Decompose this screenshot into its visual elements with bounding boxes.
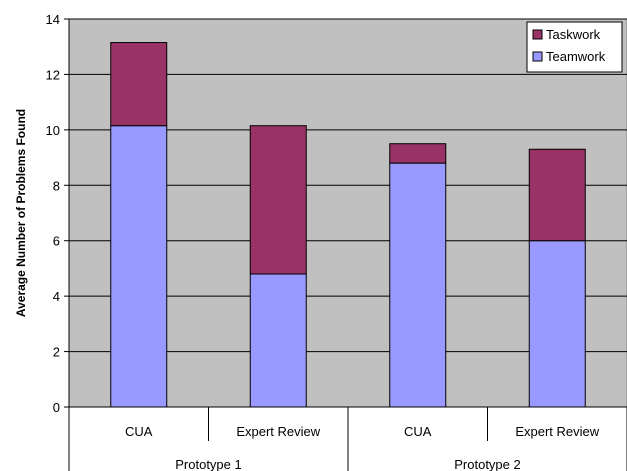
x-group-label: Prototype 1 [175, 457, 242, 471]
bar-teamwork-1 [249, 273, 307, 408]
y-tick-label: 8 [53, 178, 60, 193]
legend-label-taskwork: Taskwork [546, 27, 601, 42]
legend-box [526, 21, 623, 73]
axes [64, 18, 627, 471]
y-tick-label: 12 [46, 67, 60, 82]
bar-taskwork-1 [249, 125, 307, 275]
y-tick-label: 2 [53, 345, 60, 360]
legend-swatch-taskwork [532, 29, 543, 40]
y-tick-label: 6 [53, 234, 60, 249]
x-category-label: CUA [404, 424, 432, 439]
x-category-label: Expert Review [236, 424, 320, 439]
y-axis-title: Average Number of Problems Found [14, 109, 28, 317]
y-tick-label: 10 [46, 123, 60, 138]
x-category-label: Expert Review [515, 424, 599, 439]
legend: Taskwork Teamwork [526, 21, 623, 73]
x-category-label: CUA [125, 424, 153, 439]
y-tick-label: 0 [53, 400, 60, 415]
bar-taskwork-0 [110, 42, 168, 127]
bar-teamwork-0 [110, 125, 168, 408]
y-tick-label: 14 [46, 12, 60, 27]
legend-label-teamwork: Teamwork [546, 49, 606, 64]
bar-taskwork-2 [389, 143, 447, 164]
bars [110, 42, 586, 408]
bar-taskwork-3 [528, 148, 586, 242]
axis-labels: 0 2 4 6 8 10 12 14 CUA Expert Review CUA Expert Rev… [46, 12, 600, 471]
legend-swatch-teamwork [532, 51, 543, 62]
bar-teamwork-3 [528, 240, 586, 408]
bar-teamwork-2 [389, 162, 447, 408]
y-tick-label: 4 [53, 289, 60, 304]
x-group-label: Prototype 2 [454, 457, 521, 471]
